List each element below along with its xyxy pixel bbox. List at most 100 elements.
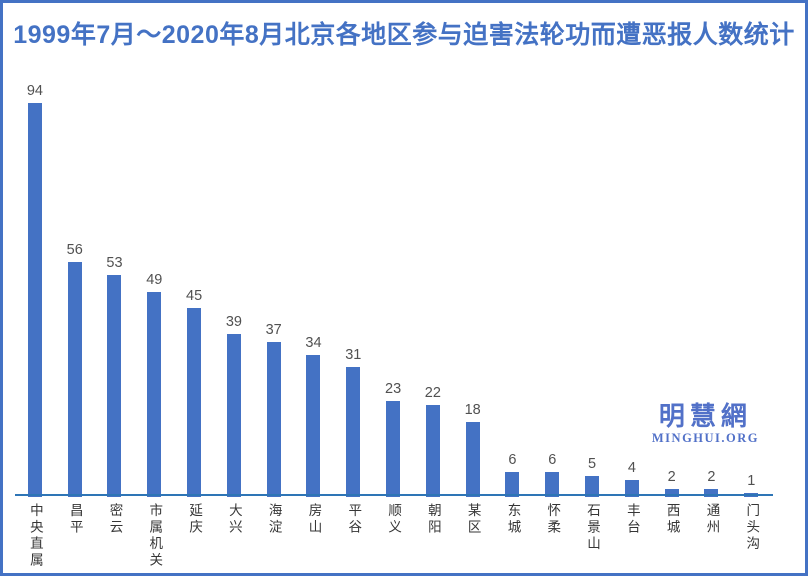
category-label: 密云 [107, 503, 123, 536]
bar-value-label: 31 [345, 347, 362, 363]
watermark-url-text: MINGHUI.ORG [651, 431, 759, 445]
bar-value-label: 2 [667, 469, 676, 485]
bar [505, 472, 520, 497]
category-label: 海淀 [266, 503, 282, 536]
category-label-slot: 市属机关 [134, 503, 174, 569]
category-label-slot: 东城 [493, 503, 533, 536]
category-label: 东城 [505, 503, 521, 536]
bar [624, 480, 639, 497]
bar-value-label: 37 [265, 322, 282, 338]
bar-group: 45 [174, 287, 214, 497]
bar-value-label: 23 [385, 381, 402, 397]
bar-group: 2 [652, 468, 692, 497]
bar-value-label: 34 [305, 335, 322, 351]
watermark-chinese-text: 明慧網 [658, 401, 752, 431]
bar-group: 94 [15, 82, 55, 497]
bar-value-label: 6 [508, 452, 517, 468]
bar-value-label: 39 [225, 314, 242, 330]
category-label-slot: 通州 [692, 503, 732, 536]
category-label-slot: 海淀 [254, 503, 294, 536]
bar-value-label: 2 [707, 469, 716, 485]
bar [107, 275, 122, 497]
chart-title: 1999年7月～2020年8月北京各地区参与迫害法轮功而遭恶报人数统计 [13, 21, 795, 49]
bar-value-label: 56 [66, 242, 83, 258]
bar [147, 292, 162, 497]
bar-value-label: 18 [464, 402, 481, 418]
category-label-slot: 平谷 [333, 503, 373, 536]
bar-value-label: 45 [186, 288, 203, 304]
bar [306, 355, 321, 497]
bar [187, 308, 202, 497]
bar-group: 23 [373, 380, 413, 497]
x-axis-labels: 中央直属 昌平 密云 市属机关 延庆 大兴 海淀 房山 平谷 顺义 朝阳 某区 东城 怀柔 石景山 丰台 西城通… [15, 503, 771, 569]
bar [585, 476, 600, 497]
category-label-slot: 房山 [294, 503, 334, 536]
bar-group: 18 [453, 401, 493, 497]
bar-group: 4 [612, 459, 652, 497]
category-label-slot: 昌平 [55, 503, 95, 536]
category-label: 石景山 [585, 503, 601, 553]
bar-value-label: 94 [26, 83, 43, 99]
category-label: 顺义 [386, 503, 402, 536]
plot-area: 94 56 53 49 45 39 37 34 31 23 22 18 6 6 5 4 2 2 1 [15, 63, 771, 497]
category-label-slot: 某区 [453, 503, 493, 536]
category-label-slot: 怀柔 [532, 503, 572, 536]
category-label: 丰台 [624, 503, 640, 536]
bar-group: 22 [413, 384, 453, 497]
bar [27, 103, 42, 497]
category-label-slot: 密云 [95, 503, 135, 536]
bar-group: 2 [692, 468, 732, 497]
category-label: 怀柔 [545, 503, 561, 536]
category-label: 朝阳 [425, 503, 441, 536]
bar-value-label: 1 [747, 473, 756, 489]
category-label-slot: 门头沟 [731, 503, 771, 553]
bar-value-label: 4 [627, 460, 636, 476]
bar [346, 367, 361, 497]
category-label: 通州 [704, 503, 720, 536]
category-label-slot: 西城 [652, 503, 692, 536]
category-label: 中央直属 [27, 503, 43, 569]
category-label-slot: 朝阳 [413, 503, 453, 536]
category-label: 延庆 [187, 503, 203, 536]
bar [386, 401, 401, 497]
category-label: 某区 [465, 503, 481, 536]
bar [266, 342, 281, 497]
bars-container: 94 56 53 49 45 39 37 34 31 23 22 18 6 6 5 4 2 2 1 [15, 63, 771, 497]
bar-value-label: 5 [588, 456, 597, 472]
bar-value-label: 6 [548, 452, 557, 468]
category-label-slot: 大兴 [214, 503, 254, 536]
category-label-slot: 顺义 [373, 503, 413, 536]
bar-group: 56 [55, 241, 95, 497]
category-label-slot: 中央直属 [15, 503, 55, 569]
bar-value-label: 22 [424, 385, 441, 401]
x-axis-line [15, 494, 773, 496]
bar-group: 39 [214, 313, 254, 497]
bar-group: 37 [254, 321, 294, 497]
bar [465, 422, 480, 497]
category-label: 平谷 [346, 503, 362, 536]
category-label: 门头沟 [744, 503, 760, 553]
bar [67, 262, 82, 497]
bar-group: 31 [333, 346, 373, 497]
category-label: 大兴 [226, 503, 242, 536]
minghui-watermark: 明慧網 MINGHUI.ORG [652, 402, 759, 446]
bar [226, 334, 241, 497]
category-label: 房山 [306, 503, 322, 536]
category-label: 市属机关 [147, 503, 163, 569]
bar-group: 53 [95, 254, 135, 497]
bar [545, 472, 560, 497]
bar-group: 34 [294, 334, 334, 497]
category-label: 昌平 [67, 503, 83, 536]
bar-group: 6 [532, 451, 572, 497]
bar-group: 49 [134, 271, 174, 497]
bar-group: 6 [493, 451, 533, 497]
category-label-slot: 丰台 [612, 503, 652, 536]
category-label: 西城 [664, 503, 680, 536]
category-label-slot: 延庆 [174, 503, 214, 536]
bar-group: 5 [572, 455, 612, 497]
bar-value-label: 53 [106, 255, 123, 271]
bar-value-label: 49 [146, 272, 163, 288]
category-label-slot: 石景山 [572, 503, 612, 553]
bar [664, 489, 679, 497]
